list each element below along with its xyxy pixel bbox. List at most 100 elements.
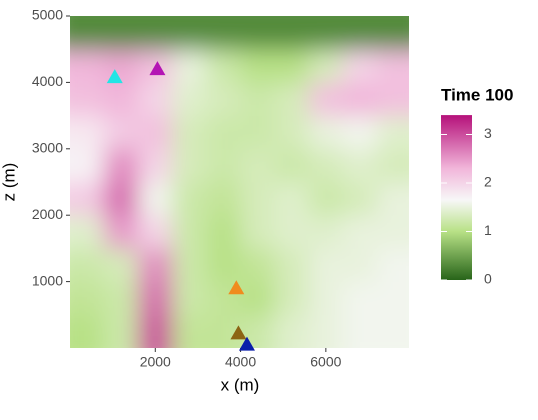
heatmap xyxy=(70,16,409,348)
heat-cell xyxy=(377,248,409,283)
marker xyxy=(149,61,166,76)
heat-cell xyxy=(308,16,344,50)
heat-cell xyxy=(104,182,139,216)
marker xyxy=(230,325,247,340)
heat-cell xyxy=(274,215,310,249)
heat-cell xyxy=(172,49,207,83)
heat-cell xyxy=(206,16,242,50)
heat-cell xyxy=(377,16,409,50)
heat-cell xyxy=(274,82,310,117)
heat-cell xyxy=(240,182,276,216)
heat-cell xyxy=(377,215,409,249)
y-axis-label: z (m) xyxy=(0,163,18,202)
heat-cell xyxy=(172,281,207,316)
x-tick-label: 2000 xyxy=(140,354,171,370)
heat-cell xyxy=(138,314,173,348)
heat-cell xyxy=(377,148,409,183)
heat-cell xyxy=(342,248,378,283)
heat-cell xyxy=(308,314,344,348)
heat-cell xyxy=(308,182,344,216)
heat-cell xyxy=(70,49,105,83)
heat-cell xyxy=(70,82,105,117)
heat-cell xyxy=(104,82,139,117)
heat-cell xyxy=(104,215,139,249)
heat-cell xyxy=(172,314,207,348)
heat-cell xyxy=(342,215,378,249)
heat-cell xyxy=(206,49,242,83)
heat-cell xyxy=(308,281,344,316)
heat-cell xyxy=(308,215,344,249)
heat-cell xyxy=(104,148,139,183)
y-tick-label: 1000 xyxy=(32,272,63,288)
colorbar-label: 0 xyxy=(484,271,492,287)
heat-cell xyxy=(342,182,378,216)
colorbar xyxy=(441,115,472,280)
heat-cell xyxy=(240,215,276,249)
heat-cell xyxy=(342,281,378,316)
heat-cell xyxy=(70,182,105,216)
heat-cell xyxy=(342,115,378,150)
heat-cell xyxy=(172,115,207,150)
heat-cell xyxy=(172,248,207,283)
heat-cell xyxy=(138,248,173,283)
heat-cell xyxy=(308,148,344,183)
heat-cell xyxy=(70,248,105,283)
heat-cell xyxy=(377,314,409,348)
heat-cell xyxy=(70,115,105,150)
heat-cell xyxy=(206,115,242,150)
heat-cell xyxy=(240,16,276,50)
heat-cell xyxy=(240,115,276,150)
legend-title: Time 100 xyxy=(441,85,513,104)
heat-cell xyxy=(342,82,378,117)
marker xyxy=(106,69,123,84)
heat-cell xyxy=(377,49,409,83)
heat-cell xyxy=(274,248,310,283)
heat-cell xyxy=(308,82,344,117)
heat-cell xyxy=(138,115,173,150)
heat-cell xyxy=(172,182,207,216)
heat-cell xyxy=(342,314,378,348)
heat-cell xyxy=(138,281,173,316)
colorbar-label: 1 xyxy=(484,222,492,238)
heat-cell xyxy=(342,148,378,183)
heat-cell xyxy=(274,115,310,150)
heat-cell xyxy=(206,82,242,117)
heat-cell xyxy=(308,115,344,150)
heat-cell xyxy=(274,16,310,50)
heat-cell xyxy=(240,49,276,83)
heat-cell xyxy=(206,148,242,183)
heat-cell xyxy=(377,115,409,150)
heat-cell xyxy=(104,49,139,83)
heat-cell xyxy=(70,314,105,348)
heat-cell xyxy=(138,16,173,50)
x-tick-label: 4000 xyxy=(225,354,256,370)
heat-cell xyxy=(70,281,105,316)
y-tick-label: 2000 xyxy=(32,206,63,222)
heat-cell xyxy=(138,82,173,117)
heat-cell xyxy=(206,182,242,216)
heat-cell xyxy=(70,215,105,249)
heat-cell xyxy=(206,248,242,283)
heat-cell xyxy=(274,314,310,348)
heat-cell xyxy=(274,148,310,183)
heat-cell xyxy=(104,115,139,150)
heat-cell xyxy=(377,281,409,316)
heat-cell xyxy=(308,248,344,283)
marker xyxy=(228,280,245,295)
heat-cell xyxy=(342,16,378,50)
heat-cell xyxy=(70,148,105,183)
heat-cell xyxy=(104,314,139,348)
heat-cell xyxy=(104,281,139,316)
heat-cell xyxy=(274,49,310,83)
y-tick-label: 4000 xyxy=(32,73,63,89)
heat-cell xyxy=(172,215,207,249)
heat-cell xyxy=(104,16,139,50)
heat-cell xyxy=(172,82,207,117)
heat-cell xyxy=(138,215,173,249)
heat-cell xyxy=(240,82,276,117)
heat-cell xyxy=(138,182,173,216)
heat-cell xyxy=(377,82,409,117)
heat-cell xyxy=(240,148,276,183)
marker xyxy=(238,336,255,351)
